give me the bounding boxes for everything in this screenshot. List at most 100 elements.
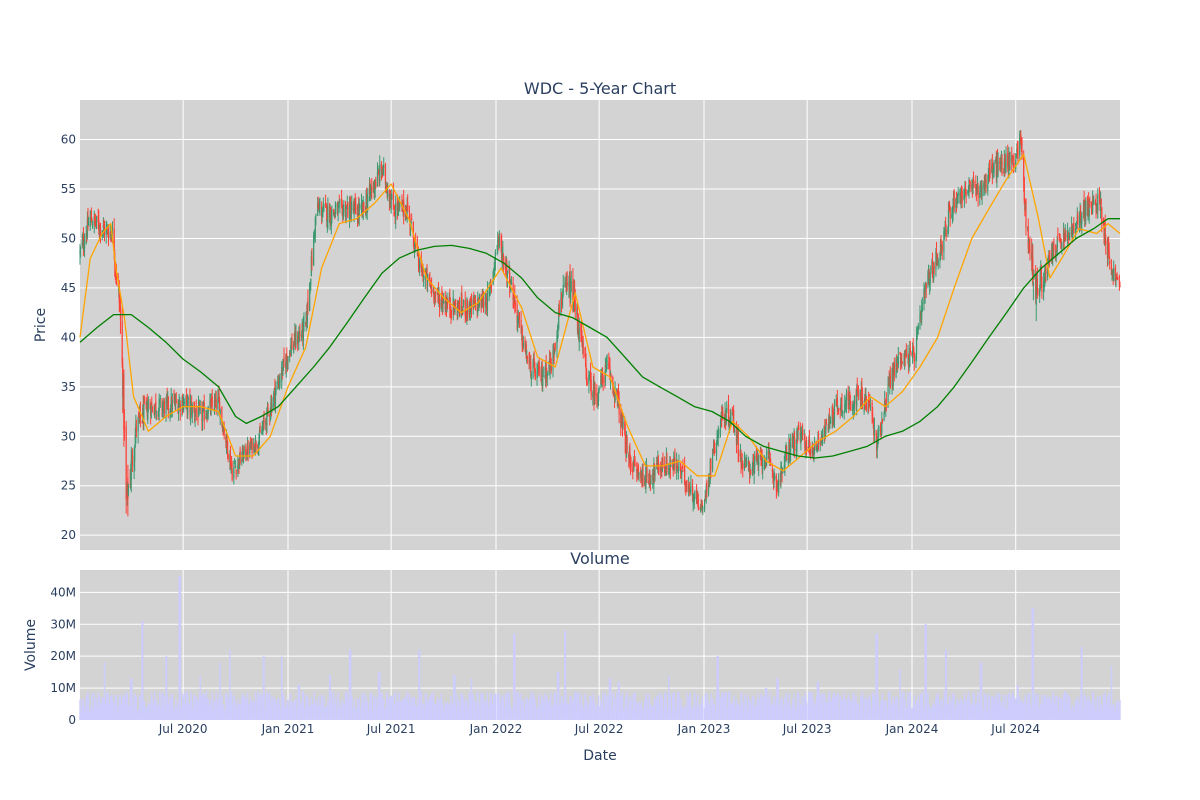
candle-body-up xyxy=(869,404,871,406)
candle-body-up xyxy=(494,251,497,261)
candle-body-up xyxy=(91,224,94,227)
candle-body-up xyxy=(295,332,297,345)
candle-body-down xyxy=(129,481,131,484)
candle-body-up xyxy=(1074,227,1077,236)
candle-body-down xyxy=(634,463,636,466)
candle-body-up xyxy=(833,406,836,422)
volume-bar xyxy=(993,698,995,720)
volume-bar xyxy=(203,694,205,720)
candle-body-up xyxy=(813,443,816,452)
candle-body-up xyxy=(841,411,844,414)
volume-bar xyxy=(781,702,784,720)
candle-body-down xyxy=(223,426,225,436)
volume-bar xyxy=(578,704,580,720)
volume-bar xyxy=(1085,699,1087,720)
candle-body-down xyxy=(801,430,804,435)
candle-body-down xyxy=(371,185,373,192)
volume-bar xyxy=(989,708,991,720)
volume-bar xyxy=(821,693,824,720)
candle-body-up xyxy=(359,206,361,208)
volume-bar xyxy=(171,694,174,720)
volume-bar xyxy=(191,707,193,720)
candle-body-up xyxy=(79,247,82,249)
candle-body-down xyxy=(465,314,467,316)
volume-bar xyxy=(358,697,360,720)
candle-body-down xyxy=(247,445,249,455)
candle-body-down xyxy=(501,244,503,262)
volume-bar xyxy=(621,691,624,720)
candle-body-up xyxy=(413,249,416,251)
volume-bar xyxy=(355,709,357,720)
candle-body-up xyxy=(881,421,883,433)
candle-body-up xyxy=(711,454,714,471)
candle-body-down xyxy=(817,433,820,444)
volume-bar xyxy=(79,707,82,720)
candle-body-up xyxy=(360,204,363,209)
candle-body-down xyxy=(901,361,903,363)
volume-bar xyxy=(646,699,648,720)
candle-body-down xyxy=(1023,155,1025,182)
candle-body-down xyxy=(1041,284,1043,293)
candle-body-up xyxy=(498,238,501,241)
volume-bar xyxy=(283,700,285,720)
candle-body-up xyxy=(796,429,798,452)
volume-bar xyxy=(379,672,381,720)
candle-body-down xyxy=(1104,222,1106,239)
volume-bar xyxy=(669,698,672,720)
volume-bar xyxy=(349,649,352,720)
volume-bar xyxy=(889,700,892,720)
candle-body-down xyxy=(227,453,229,460)
candle-body-up xyxy=(892,366,894,387)
volume-bar xyxy=(929,707,931,720)
volume-bar xyxy=(811,692,813,720)
candle-body-up xyxy=(556,331,559,336)
candle-body-up xyxy=(195,412,197,414)
candle-body-down xyxy=(584,353,587,361)
candle-body-up xyxy=(271,403,273,409)
volume-bar xyxy=(901,692,904,720)
candle-body-up xyxy=(1000,159,1003,161)
volume-bar xyxy=(470,678,473,720)
candle-body-down xyxy=(113,228,115,257)
candle-body-up xyxy=(552,351,554,370)
candle-body-up xyxy=(488,291,490,294)
x-tick-label: Jan 2024 xyxy=(885,722,939,736)
candle-body-down xyxy=(561,299,563,302)
candle-body-up xyxy=(762,462,764,470)
candle-body-down xyxy=(1013,162,1015,169)
candle-body-up xyxy=(309,282,311,311)
candle-body-down xyxy=(637,470,640,473)
volume-bar xyxy=(311,703,313,720)
candle-body-down xyxy=(245,446,247,457)
candle-body-down xyxy=(812,448,814,450)
candle-body-up xyxy=(915,356,917,361)
candle-body-down xyxy=(437,291,440,297)
volume-bar xyxy=(163,707,166,720)
volume-bar xyxy=(134,692,136,720)
volume-bar xyxy=(347,697,349,720)
candle-body-up xyxy=(1115,278,1117,281)
volume-bar xyxy=(877,700,880,720)
volume-bar xyxy=(291,701,293,720)
candle-body-up xyxy=(1092,199,1094,212)
candle-body-down xyxy=(123,374,125,430)
candle-body-down xyxy=(805,439,808,451)
volume-bar xyxy=(359,709,361,720)
candle-body-down xyxy=(286,353,288,359)
candle-body-up xyxy=(598,388,600,391)
volume-bar xyxy=(183,691,185,720)
volume-y-tick-label: 40M xyxy=(50,585,76,599)
candle-body-up xyxy=(911,349,914,356)
volume-bar xyxy=(437,696,439,720)
candle-body-down xyxy=(889,375,891,388)
price-y-tick-label: 55 xyxy=(61,182,76,196)
volume-bar xyxy=(714,710,716,720)
candle-body-down xyxy=(1109,261,1111,265)
candle-body-down xyxy=(1035,273,1037,299)
candle-body-down xyxy=(586,371,588,383)
candle-body-up xyxy=(803,433,805,435)
candle-body-up xyxy=(199,406,201,408)
candle-body-down xyxy=(621,415,623,425)
candle-body-up xyxy=(269,412,271,415)
volume-bar xyxy=(426,700,429,720)
